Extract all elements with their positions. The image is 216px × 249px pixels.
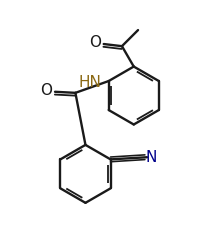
Text: HN: HN: [78, 75, 101, 90]
Text: O: O: [40, 83, 52, 98]
Text: O: O: [89, 35, 101, 51]
Text: N: N: [145, 150, 157, 165]
